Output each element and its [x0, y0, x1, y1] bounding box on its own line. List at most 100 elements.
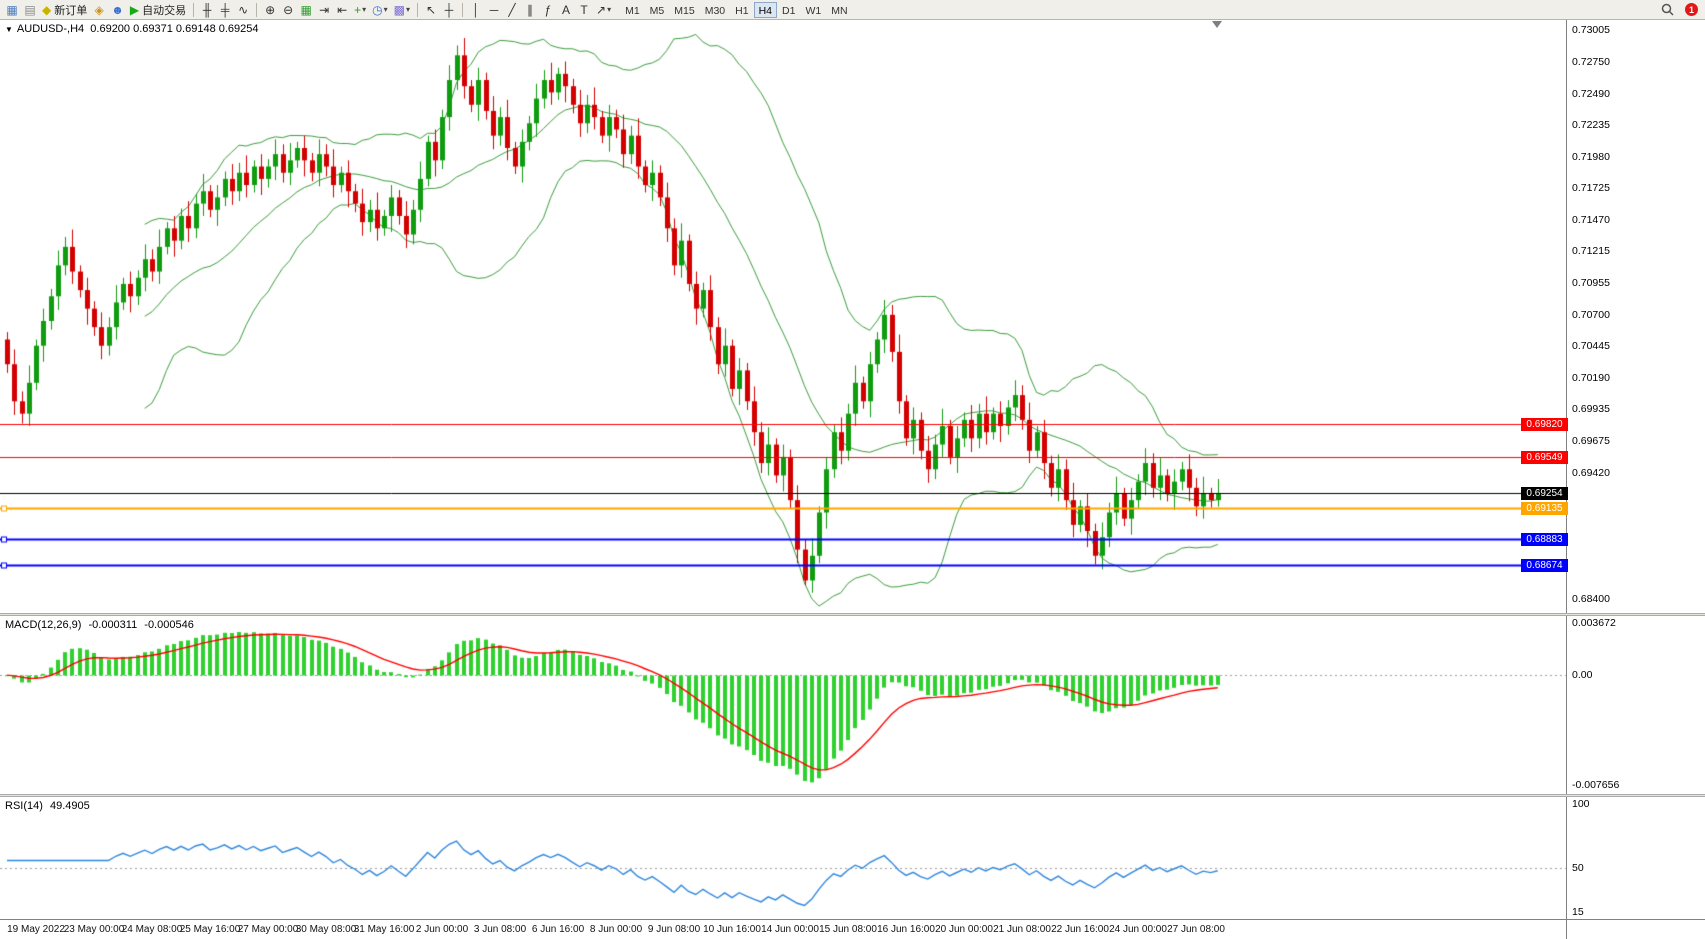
- auto-scroll-button[interactable]: ⇥: [315, 1, 333, 19]
- time-tick: 27 May 00:00: [237, 924, 299, 935]
- line-chart-button[interactable]: ∿: [234, 1, 252, 19]
- search-button[interactable]: [1658, 1, 1677, 19]
- profiles-button[interactable]: ▤: [21, 1, 39, 19]
- one-click-trading-toggle[interactable]: ▼: [5, 25, 13, 34]
- rsi-panel: RSI(14) 49.4905 100 50 15: [0, 797, 1705, 919]
- notification-badge[interactable]: 1: [1685, 3, 1698, 16]
- new-order-icon: ◆: [42, 2, 52, 17]
- line-chart-icon: ∿: [238, 2, 249, 17]
- zoom-out-button[interactable]: ⊖: [279, 1, 297, 19]
- rsi-axis[interactable]: 100 50 15: [1566, 797, 1705, 919]
- macd-axis[interactable]: 0.003672 0.00 -0.007656: [1566, 616, 1705, 794]
- chart-shift-marker[interactable]: [1212, 21, 1222, 28]
- time-tick: 23 May 00:00: [63, 924, 125, 935]
- price-tick: 0.73005: [1572, 24, 1610, 36]
- price-tick: 0.69420: [1572, 466, 1610, 479]
- timeframe-w1-button[interactable]: W1: [805, 4, 822, 17]
- new-chart-button[interactable]: ▦: [3, 1, 21, 19]
- dropdown-caret-icon: ▾: [383, 5, 388, 14]
- main-chart-area[interactable]: ▼ AUDUSD-,H4 0.69200 0.69371 0.69148 0.69…: [0, 20, 1566, 613]
- autotrade-button[interactable]: ▶ 自动交易: [127, 1, 189, 19]
- new-order-label: 新订单: [54, 4, 88, 17]
- cursor-button[interactable]: ↖: [422, 1, 440, 19]
- bar-chart-button[interactable]: ╫: [198, 1, 216, 19]
- time-tick: 9 Jun 08:00: [647, 924, 701, 935]
- horizontal-line-button[interactable]: ─: [485, 1, 503, 19]
- chart-shift-button[interactable]: ⇤: [333, 1, 351, 19]
- arrows-button[interactable]: ↗ ▾: [593, 1, 614, 19]
- cursor-icon: ↖: [425, 2, 437, 17]
- fibonacci-button[interactable]: ƒ: [539, 1, 557, 19]
- rsi-splitter[interactable]: [0, 794, 1705, 797]
- candlestick-chart-button[interactable]: ╪: [216, 1, 234, 19]
- zoom-in-button[interactable]: ⊕: [261, 1, 279, 19]
- price-tick: 0.70700: [1572, 308, 1610, 321]
- main-chart-panel: ▼ AUDUSD-,H4 0.69200 0.69371 0.69148 0.69…: [0, 20, 1705, 613]
- toolbar-buttons: ▦ ▤ ◆ 新订单 ◈ ☻ ▶ 自动交易 ╫ ╪ ∿ ⊕ ⊖ ▦ ⇥ ⇤ + ▾ ◷ ▾ ▩ ▾ ↖ ┼ │ ─ ╱ ∥ ƒ A T ↗ ▾: [3, 1, 614, 19]
- tile-windows-button[interactable]: ▦: [297, 1, 315, 19]
- macd-splitter[interactable]: [0, 613, 1705, 616]
- time-tick: 3 Jun 08:00: [473, 924, 527, 935]
- level-price-label: 0.68674: [1521, 559, 1568, 572]
- text-label-button[interactable]: T: [575, 1, 593, 19]
- crosshair-button[interactable]: ┼: [440, 1, 458, 19]
- toolbar-separator: [193, 2, 195, 17]
- trendline-button[interactable]: ╱: [503, 1, 521, 19]
- toolbar-right: 1: [1658, 1, 1702, 19]
- search-icon: [1661, 3, 1674, 16]
- text-button[interactable]: A: [557, 1, 575, 19]
- new-order-button[interactable]: ◆ 新订单: [39, 1, 90, 19]
- macd-canvas[interactable]: [0, 616, 1566, 794]
- rsi-axis-bottom: 15: [1572, 906, 1584, 918]
- macd-panel: MACD(12,26,9) -0.000311 -0.000546 0.0036…: [0, 616, 1705, 794]
- market-watch-button[interactable]: ☻: [108, 1, 127, 19]
- timeframe-h4-button[interactable]: H4: [753, 1, 778, 18]
- text-label-icon: T: [580, 2, 588, 17]
- channel-button[interactable]: ∥: [521, 1, 539, 19]
- toolbar-separator: [417, 2, 418, 17]
- price-tick: 0.69935: [1572, 403, 1610, 416]
- price-tick: 0.71725: [1572, 182, 1610, 195]
- time-tick: 8 Jun 00:00: [589, 924, 643, 935]
- level-price-label: 0.68883: [1521, 533, 1568, 546]
- time-tick: 24 May 08:00: [121, 924, 183, 935]
- time-tick: 10 Jun 16:00: [703, 924, 761, 935]
- vertical-line-icon: │: [472, 2, 480, 17]
- zoom-out-icon: ⊖: [283, 2, 294, 17]
- toolbar-separator: [462, 2, 463, 17]
- vertical-line-button[interactable]: │: [467, 1, 485, 19]
- templates-icon: ▩: [393, 2, 405, 17]
- alerts-button[interactable]: ◈: [90, 1, 108, 19]
- chart-ohlc-values: 0.69200 0.69371 0.69148 0.69254: [90, 23, 259, 35]
- dropdown-caret-icon: ▾: [362, 5, 367, 14]
- level-price-label: 0.69549: [1521, 451, 1568, 464]
- price-tick: 0.72750: [1572, 55, 1610, 68]
- zoom-in-icon: ⊕: [265, 2, 276, 17]
- templates-button[interactable]: ▩ ▾: [391, 1, 413, 19]
- crosshair-icon: ┼: [444, 2, 454, 17]
- indicators-icon: +: [354, 2, 362, 17]
- periods-button[interactable]: ◷ ▾: [369, 1, 391, 19]
- timeframe-m1-button[interactable]: M1: [625, 4, 640, 17]
- rsi-area[interactable]: RSI(14) 49.4905: [0, 797, 1566, 919]
- timeframe-m30-button[interactable]: M30: [704, 4, 726, 17]
- timeframe-h1-button[interactable]: H1: [735, 4, 749, 17]
- main-chart-canvas[interactable]: [0, 20, 1566, 613]
- timeframe-mn-button[interactable]: MN: [831, 4, 848, 17]
- timeframe-m15-button[interactable]: M15: [674, 4, 695, 17]
- macd-signal-value: -0.000546: [144, 619, 194, 631]
- rsi-canvas[interactable]: [0, 797, 1566, 919]
- indicators-button[interactable]: + ▾: [351, 1, 369, 19]
- macd-label: MACD(12,26,9) -0.000311 -0.000546: [5, 619, 194, 631]
- price-axis[interactable]: 0.73005 0.72750 0.72490 0.72235 0.71980 0.717…: [1566, 20, 1705, 613]
- time-axis[interactable]: 19 May 2022 23 May 00:00 24 May 08:00 25 Ma…: [0, 919, 1705, 939]
- fibonacci-icon: ƒ: [544, 2, 552, 17]
- price-tick: 0.68400: [1572, 593, 1610, 605]
- macd-area[interactable]: MACD(12,26,9) -0.000311 -0.000546: [0, 616, 1566, 794]
- timeframe-m5-button[interactable]: M5: [649, 4, 665, 17]
- toolbar: ▦ ▤ ◆ 新订单 ◈ ☻ ▶ 自动交易 ╫ ╪ ∿ ⊕ ⊖ ▦ ⇥ ⇤ + ▾ ◷ ▾ ▩ ▾ ↖ ┼ │ ─ ╱ ∥ ƒ A T ↗ ▾ M…: [0, 0, 1705, 20]
- time-tick: 31 May 16:00: [353, 924, 415, 935]
- price-tick: 0.70955: [1572, 277, 1610, 290]
- timeframe-d1-button[interactable]: D1: [782, 4, 796, 17]
